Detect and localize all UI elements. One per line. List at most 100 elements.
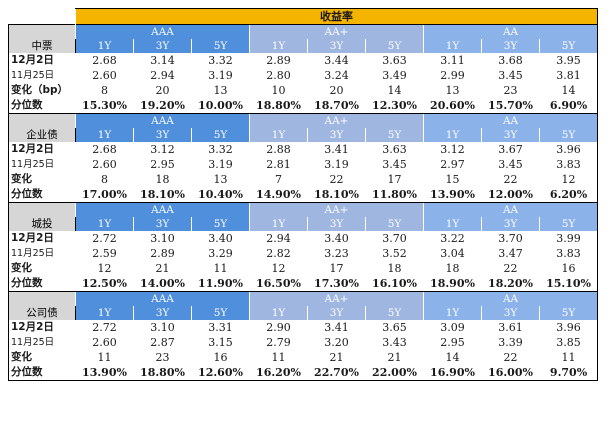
tenor-header: 1Y xyxy=(423,128,482,142)
table-cell: 2.72 xyxy=(75,320,134,335)
tenor-header: 3Y xyxy=(481,306,540,320)
table-cell: 18.70% xyxy=(307,98,366,114)
table-cell: 11.80% xyxy=(365,187,424,203)
table-cell: 3.83 xyxy=(538,246,599,261)
table-cell: 2.59 xyxy=(75,246,134,261)
table-cell: 2.99 xyxy=(423,68,482,83)
rating-header: AA+ xyxy=(249,202,424,217)
tenor-header-row: 1Y 3Y 5Y 1Y 3Y 5Y 1Y 3Y 5Y xyxy=(9,217,599,231)
tenor-header: 1Y xyxy=(75,217,134,231)
table-cell: 19.20% xyxy=(133,98,192,114)
table-cell: 3.31 xyxy=(191,320,250,335)
table-cell: 3.44 xyxy=(307,53,366,68)
table-cell: 2.94 xyxy=(133,68,192,83)
table-cell: 2.95 xyxy=(423,335,482,350)
table-row: 12月2日 2.68 3.12 3.32 2.88 3.41 3.63 3.12 3.67 3.9… xyxy=(8,142,599,157)
table-cell: 3.85 xyxy=(538,335,599,350)
tenor-header: 3Y xyxy=(133,217,192,231)
table-cell: 15.70% xyxy=(481,98,540,114)
table-cell: 3.96 xyxy=(538,142,599,157)
tenor-header: 1Y xyxy=(423,306,482,320)
row-label: 变化 xyxy=(8,350,76,365)
table-cell: 3.40 xyxy=(191,231,250,246)
table-cell: 21 xyxy=(307,350,366,365)
table-cell: 3.19 xyxy=(191,68,250,83)
table-cell: 3.12 xyxy=(133,142,192,157)
table-cell: 10.00% xyxy=(191,98,250,114)
table-cell: 13 xyxy=(191,83,250,98)
table-row: 变化 8 18 13 7 22 17 15 22 12 xyxy=(8,172,599,187)
table-cell: 2.82 xyxy=(249,246,308,261)
table-cell: 12 xyxy=(75,261,134,276)
table-cell: 22 xyxy=(481,172,540,187)
table-cell: 6.20% xyxy=(538,187,599,203)
table-cell: 12.50% xyxy=(75,276,134,292)
tenor-header: 3Y xyxy=(307,306,366,320)
table-cell: 23 xyxy=(481,83,540,98)
table-cell: 22.70% xyxy=(307,365,366,381)
table-cell: 12 xyxy=(249,261,308,276)
tenor-header: 5Y xyxy=(191,128,250,142)
table-cell: 2.80 xyxy=(249,68,308,83)
table-cell: 21 xyxy=(365,350,424,365)
rating-header: AAA xyxy=(75,202,250,217)
table-cell: 3.70 xyxy=(365,231,424,246)
table-cell: 2.79 xyxy=(249,335,308,350)
row-label: 12月2日 xyxy=(8,231,76,246)
table-cell: 8 xyxy=(75,83,134,98)
tenor-header: 1Y xyxy=(249,39,308,53)
table-cell: 16.20% xyxy=(249,365,308,381)
rating-header: AAA xyxy=(75,291,250,306)
table-cell: 16.00% xyxy=(481,365,540,381)
table-cell: 3.95 xyxy=(538,53,599,68)
table-cell: 12.60% xyxy=(191,365,250,381)
row-label: 11月25日 xyxy=(8,246,76,261)
table-row: 变化 12 21 11 12 17 18 18 22 16 xyxy=(8,261,599,276)
row-label: 变化（bp） xyxy=(8,83,76,98)
table-cell: 2.87 xyxy=(133,335,192,350)
table-cell: 3.22 xyxy=(423,231,482,246)
table-cell: 2.60 xyxy=(75,335,134,350)
table-cell: 2.60 xyxy=(75,157,134,172)
table-cell: 16.50% xyxy=(249,276,308,292)
table-cell: 13 xyxy=(191,172,250,187)
table-cell: 3.67 xyxy=(481,142,540,157)
table-cell: 17.00% xyxy=(75,187,134,203)
table-cell: 3.40 xyxy=(307,231,366,246)
table-cell: 20 xyxy=(133,83,192,98)
tenor-header: 1Y xyxy=(423,217,482,231)
table-cell: 22 xyxy=(307,172,366,187)
table-cell: 18 xyxy=(133,172,192,187)
table-cell: 14 xyxy=(538,83,599,98)
title-row: 收益率 xyxy=(8,8,599,25)
tenor-header: 5Y xyxy=(191,306,250,320)
table-cell: 2.89 xyxy=(133,246,192,261)
table-cell: 23 xyxy=(133,350,192,365)
table-cell: 13.90% xyxy=(423,187,482,203)
table-cell: 18.90% xyxy=(423,276,482,292)
tenor-header: 3Y xyxy=(481,39,540,53)
tenor-header: 5Y xyxy=(191,217,250,231)
rating-header: AAA xyxy=(75,113,250,128)
table-cell: 3.23 xyxy=(307,246,366,261)
rating-header: AA+ xyxy=(249,291,424,306)
tenor-header: 5Y xyxy=(538,128,599,142)
tenor-header: 5Y xyxy=(191,39,250,53)
section-label: 企业债 xyxy=(8,113,76,142)
tenor-header: 1Y xyxy=(249,128,308,142)
table-cell: 3.45 xyxy=(481,157,540,172)
table-cell: 3.19 xyxy=(191,157,250,172)
table-cell: 14.90% xyxy=(249,187,308,203)
table-cell: 14 xyxy=(365,83,424,98)
table-cell: 3.32 xyxy=(191,142,250,157)
row-label: 分位数 xyxy=(8,276,76,292)
table-cell: 3.15 xyxy=(191,335,250,350)
tenor-header: 5Y xyxy=(538,306,599,320)
table-cell: 16 xyxy=(538,261,599,276)
table-cell: 22 xyxy=(481,350,540,365)
table-cell: 2.72 xyxy=(75,231,134,246)
table-cell: 2.89 xyxy=(249,53,308,68)
table-cell: 13 xyxy=(423,83,482,98)
rating-header: AAA xyxy=(75,24,250,39)
tenor-header: 5Y xyxy=(365,128,424,142)
